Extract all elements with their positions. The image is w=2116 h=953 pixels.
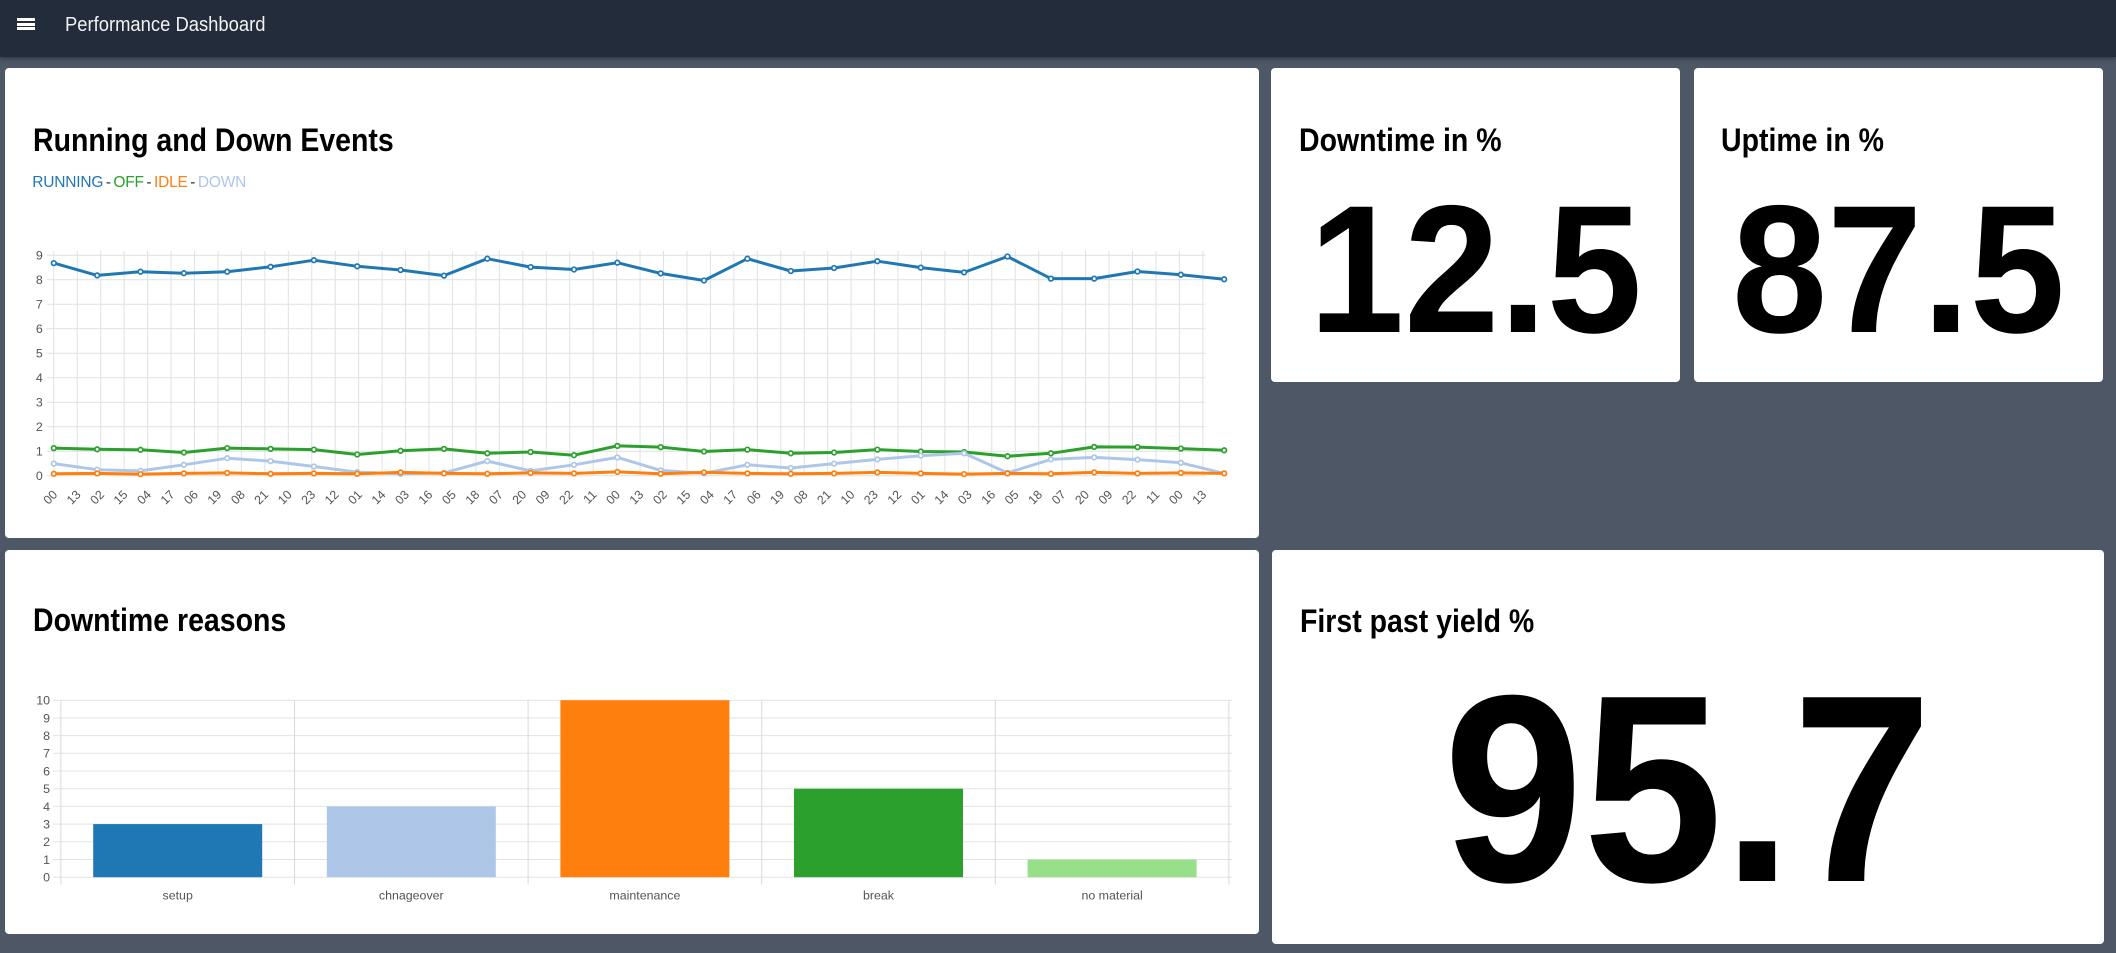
svg-text:9: 9 bbox=[35, 249, 42, 263]
svg-text:11: 11 bbox=[1143, 488, 1162, 507]
svg-text:19: 19 bbox=[204, 488, 224, 508]
svg-text:14: 14 bbox=[368, 488, 388, 508]
svg-text:8: 8 bbox=[35, 273, 42, 287]
svg-text:16: 16 bbox=[978, 488, 998, 508]
svg-text:20: 20 bbox=[509, 488, 529, 508]
svg-text:22: 22 bbox=[1119, 488, 1139, 508]
svg-text:17: 17 bbox=[720, 488, 740, 508]
svg-text:maintenance: maintenance bbox=[609, 889, 680, 903]
svg-text:2: 2 bbox=[43, 835, 50, 849]
svg-text:13: 13 bbox=[626, 488, 646, 508]
svg-text:6: 6 bbox=[35, 322, 42, 336]
svg-text:00: 00 bbox=[1166, 488, 1186, 508]
svg-text:15: 15 bbox=[110, 488, 130, 508]
svg-text:20: 20 bbox=[1072, 488, 1092, 508]
svg-text:00: 00 bbox=[603, 488, 623, 508]
svg-text:3: 3 bbox=[43, 818, 50, 832]
svg-text:17: 17 bbox=[157, 488, 177, 508]
svg-text:06: 06 bbox=[181, 488, 201, 508]
svg-text:16: 16 bbox=[415, 488, 435, 508]
svg-text:00: 00 bbox=[40, 488, 60, 508]
svg-text:8: 8 bbox=[43, 729, 50, 743]
svg-text:1: 1 bbox=[43, 853, 50, 867]
svg-text:5: 5 bbox=[43, 782, 50, 796]
svg-text:7: 7 bbox=[35, 298, 42, 312]
svg-text:6: 6 bbox=[43, 764, 50, 778]
svg-text:21: 21 bbox=[251, 488, 271, 508]
svg-text:18: 18 bbox=[462, 488, 482, 508]
svg-text:03: 03 bbox=[392, 488, 412, 508]
svg-text:09: 09 bbox=[532, 488, 552, 508]
svg-text:19: 19 bbox=[767, 488, 787, 508]
svg-text:02: 02 bbox=[650, 488, 670, 508]
svg-text:11: 11 bbox=[580, 488, 599, 507]
svg-text:10: 10 bbox=[275, 488, 295, 508]
svg-text:15: 15 bbox=[673, 488, 693, 508]
svg-text:4: 4 bbox=[35, 371, 42, 385]
svg-text:12: 12 bbox=[884, 488, 904, 508]
svg-text:3: 3 bbox=[35, 396, 42, 410]
svg-text:1: 1 bbox=[35, 445, 42, 459]
svg-text:04: 04 bbox=[134, 488, 154, 508]
svg-text:08: 08 bbox=[228, 488, 248, 508]
svg-text:9: 9 bbox=[43, 711, 50, 725]
svg-text:05: 05 bbox=[439, 488, 459, 508]
svg-text:01: 01 bbox=[908, 488, 928, 508]
svg-text:05: 05 bbox=[1001, 488, 1021, 508]
svg-text:07: 07 bbox=[1048, 488, 1068, 508]
svg-text:02: 02 bbox=[87, 488, 107, 508]
svg-text:22: 22 bbox=[556, 488, 576, 508]
svg-text:23: 23 bbox=[861, 488, 881, 508]
svg-text:07: 07 bbox=[486, 488, 506, 508]
svg-text:04: 04 bbox=[697, 488, 717, 508]
svg-text:21: 21 bbox=[814, 488, 834, 508]
svg-text:2: 2 bbox=[35, 420, 42, 434]
svg-text:setup: setup bbox=[162, 889, 192, 903]
svg-text:14: 14 bbox=[931, 488, 951, 508]
svg-text:08: 08 bbox=[790, 488, 810, 508]
svg-text:10: 10 bbox=[837, 488, 857, 508]
svg-text:chnageover: chnageover bbox=[378, 889, 443, 903]
svg-text:break: break bbox=[863, 889, 895, 903]
svg-text:01: 01 bbox=[345, 488, 365, 508]
svg-text:13: 13 bbox=[63, 488, 83, 508]
svg-text:13: 13 bbox=[1189, 488, 1209, 508]
svg-text:0: 0 bbox=[35, 469, 42, 483]
svg-text:06: 06 bbox=[744, 488, 764, 508]
svg-text:12: 12 bbox=[321, 488, 341, 508]
svg-text:03: 03 bbox=[955, 488, 975, 508]
svg-text:0: 0 bbox=[43, 871, 50, 885]
svg-text:5: 5 bbox=[35, 347, 42, 361]
svg-text:23: 23 bbox=[298, 488, 318, 508]
svg-text:no material: no material bbox=[1081, 889, 1142, 903]
svg-text:10: 10 bbox=[36, 694, 50, 708]
svg-text:18: 18 bbox=[1025, 488, 1045, 508]
svg-text:4: 4 bbox=[43, 800, 50, 814]
svg-text:09: 09 bbox=[1095, 488, 1115, 508]
svg-text:7: 7 bbox=[43, 747, 50, 761]
